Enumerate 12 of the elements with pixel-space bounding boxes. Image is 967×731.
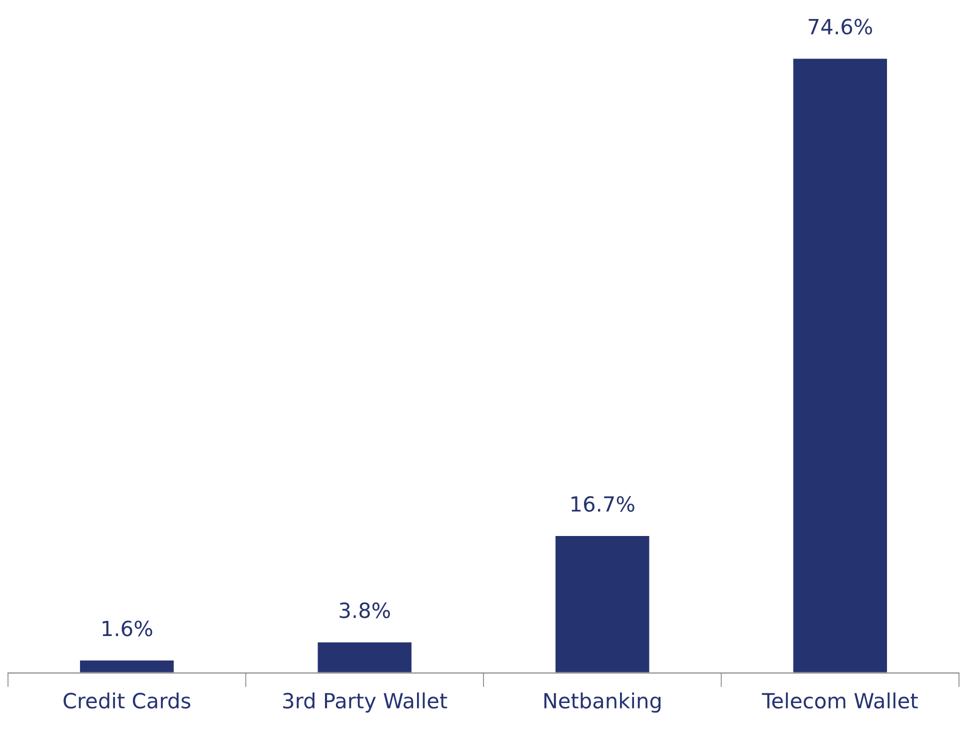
data-label: 16.7% bbox=[572, 496, 634, 512]
data-label: 1.6% bbox=[102, 620, 152, 636]
bar bbox=[316, 640, 413, 674]
bar bbox=[792, 57, 888, 674]
x-tick-label: 3rd Party Wallet bbox=[283, 692, 448, 713]
bar bbox=[78, 659, 176, 674]
data-label: 3.8% bbox=[340, 602, 390, 618]
x-tick-label: Telecom Wallet bbox=[762, 692, 918, 709]
data-label: 74.6% bbox=[808, 18, 872, 35]
x-tick-label: Credit Cards bbox=[64, 692, 190, 709]
bar bbox=[554, 534, 651, 674]
x-tick-label: Netbanking bbox=[544, 692, 661, 713]
